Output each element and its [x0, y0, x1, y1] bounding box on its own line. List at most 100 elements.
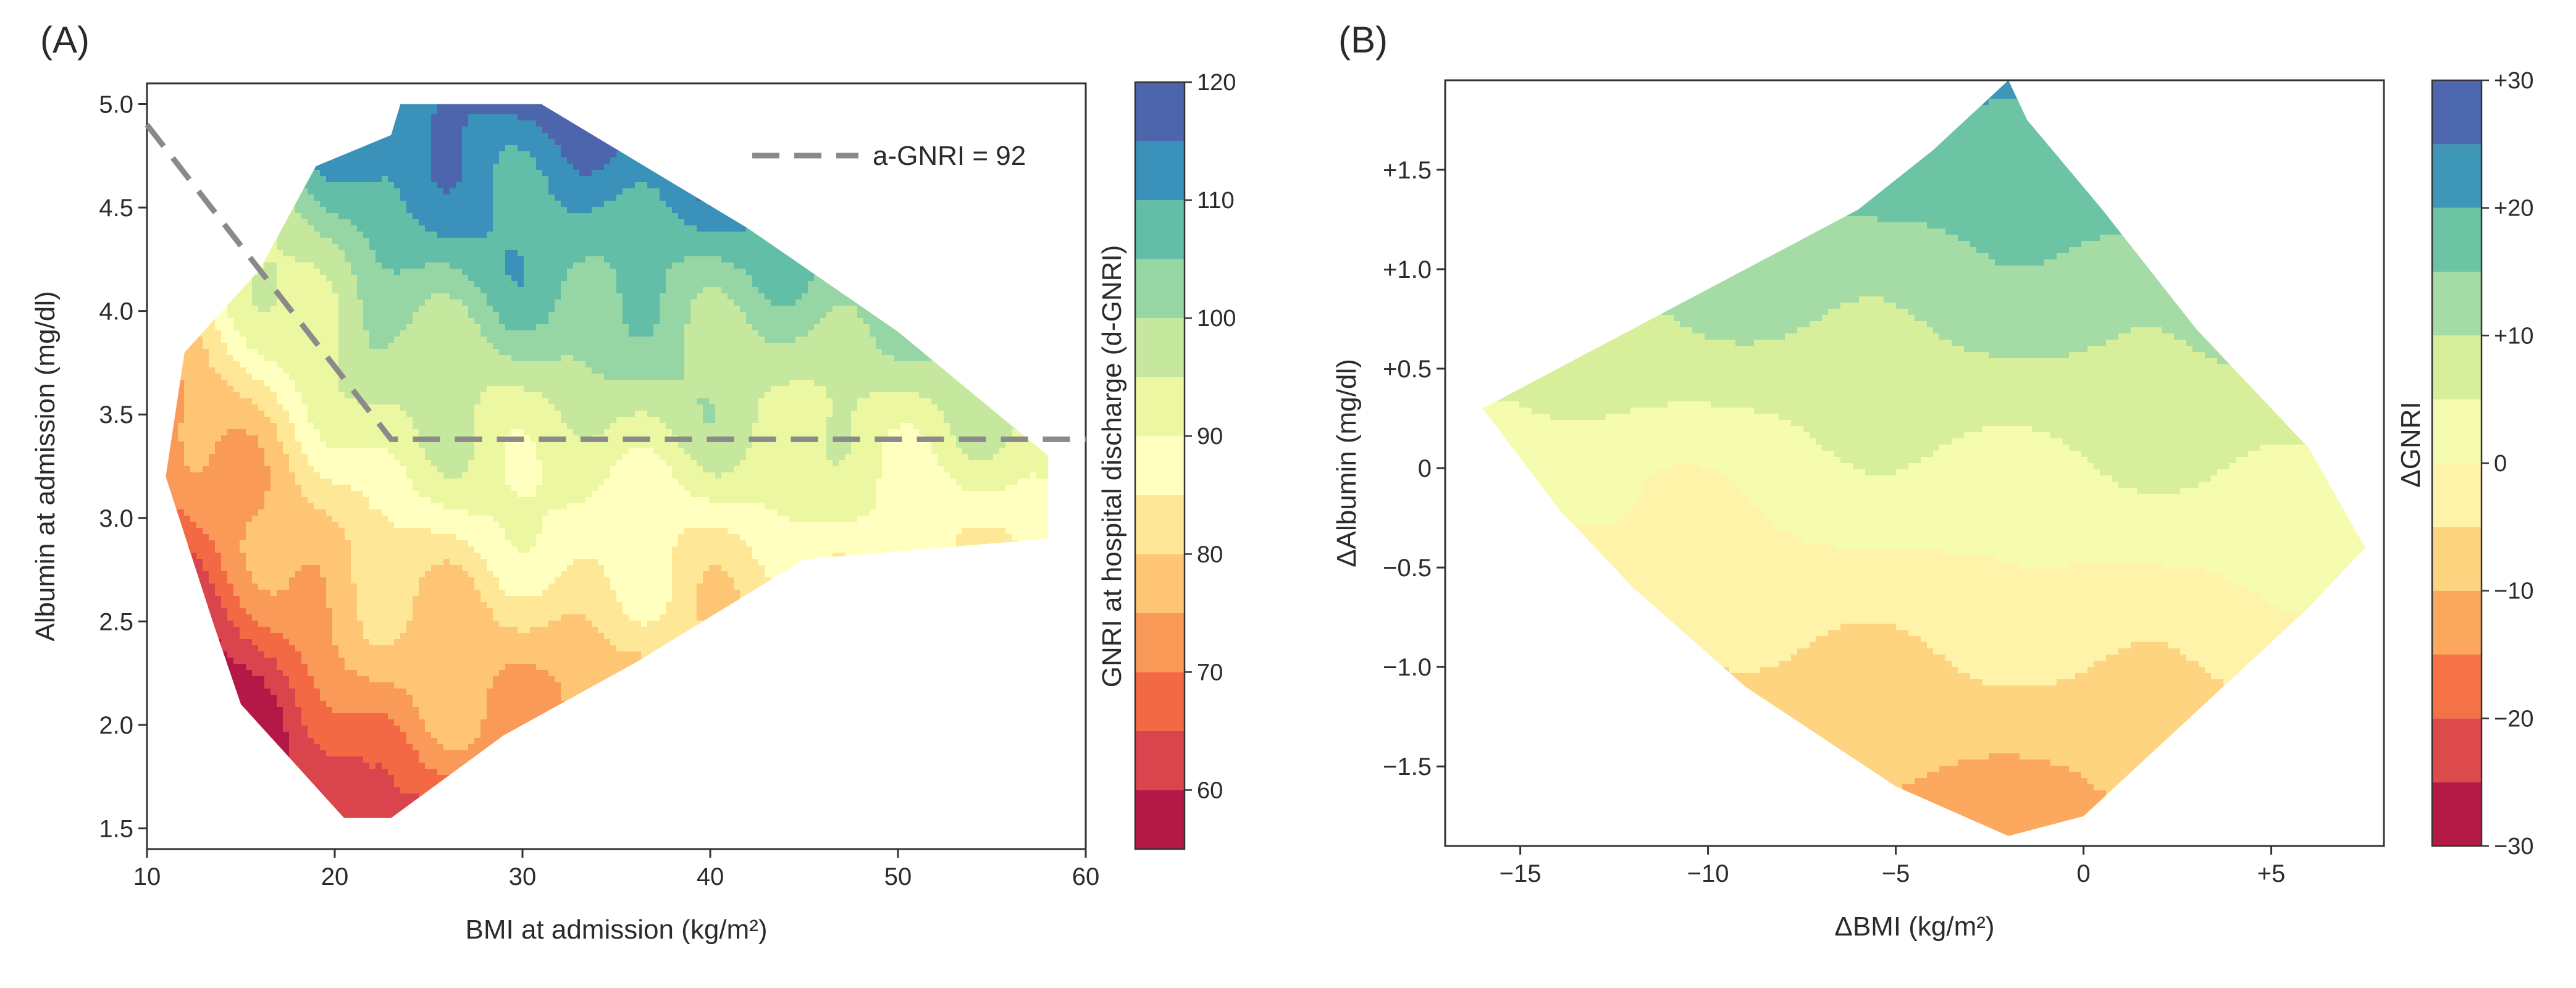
contour-cell	[672, 151, 679, 158]
contour-cell	[283, 127, 290, 133]
contour-cell	[487, 188, 493, 195]
contour-cell	[524, 176, 531, 183]
contour-cell	[493, 250, 500, 257]
contour-cell	[758, 114, 765, 121]
contour-cell	[252, 170, 259, 177]
contour-cell	[1055, 207, 1062, 214]
contour-cell	[585, 281, 592, 288]
contour-cell	[314, 244, 321, 251]
contour-cell	[1055, 108, 1062, 115]
contour-cell	[388, 133, 395, 140]
contour-cell	[431, 133, 438, 140]
contour-cell	[629, 96, 636, 103]
contour-cell	[993, 83, 1000, 90]
contour-cell	[999, 176, 1006, 183]
contour-cell	[413, 238, 419, 245]
contour-cell	[987, 201, 994, 207]
contour-cell	[388, 83, 395, 90]
contour-cell	[332, 250, 339, 257]
contour-cell	[314, 96, 321, 103]
contour-cell	[925, 225, 932, 232]
contour-cell	[425, 238, 432, 245]
contour-cell	[215, 238, 222, 245]
contour-cell	[1067, 238, 1074, 245]
contour-cell	[833, 188, 839, 195]
contour-cell	[721, 170, 728, 177]
contour-cell	[660, 133, 666, 140]
contour-cell	[684, 250, 691, 257]
contour-cell	[264, 256, 271, 263]
contour-cell	[826, 139, 833, 146]
contour-cell	[635, 108, 642, 115]
contour-cell	[555, 151, 561, 158]
contour-cell	[857, 195, 864, 201]
contour-cell	[907, 114, 913, 121]
contour-cell	[178, 182, 185, 189]
contour-cell	[573, 262, 580, 269]
contour-cell	[351, 145, 358, 152]
contour-cell	[1073, 176, 1080, 183]
contour-cell	[190, 275, 197, 282]
contour-cell	[771, 96, 778, 103]
contour-cell	[863, 176, 870, 183]
contour-cell	[388, 225, 395, 232]
contour-cell	[227, 108, 234, 115]
contour-cell	[382, 238, 388, 245]
contour-cell	[789, 120, 796, 127]
contour-cell	[876, 127, 883, 133]
contour-cell	[802, 213, 808, 220]
contour-cell	[845, 213, 852, 220]
contour-cell	[802, 96, 808, 103]
contour-cell	[425, 104, 432, 109]
contour-cell	[876, 133, 883, 140]
contour-cell	[530, 83, 537, 90]
contour-cell	[925, 238, 932, 245]
contour-cell	[375, 275, 382, 282]
contour-cell	[746, 188, 753, 195]
contour-cell	[548, 108, 555, 115]
contour-cell	[505, 157, 512, 164]
contour-cell	[209, 120, 216, 127]
contour-cell	[876, 269, 883, 275]
contour-cell	[1024, 238, 1031, 245]
contour-cell	[252, 275, 259, 282]
contour-cell	[425, 157, 432, 164]
contour-cell	[215, 262, 222, 269]
contour-cell	[1055, 262, 1062, 269]
contour-cell	[289, 232, 296, 238]
contour-cell	[913, 262, 920, 269]
contour-cell	[264, 176, 271, 183]
contour-cell	[468, 90, 475, 96]
contour-cell	[190, 170, 197, 177]
contour-cell	[196, 90, 203, 96]
contour-cell	[1012, 201, 1018, 207]
contour-cell	[338, 238, 345, 245]
contour-cell	[561, 213, 568, 220]
contour-cell	[567, 201, 574, 207]
contour-cell	[499, 83, 506, 90]
contour-cell	[314, 201, 321, 207]
contour-cell	[598, 157, 605, 164]
contour-cell	[845, 127, 852, 133]
contour-cell	[653, 244, 660, 251]
contour-cell	[993, 232, 1000, 238]
contour-cell	[647, 219, 654, 226]
contour-cell	[870, 83, 876, 90]
contour-cell	[363, 170, 370, 177]
contour-cell	[394, 133, 401, 140]
contour-cell	[777, 83, 784, 90]
contour-cell	[425, 207, 432, 214]
contour-cell	[375, 170, 382, 177]
contour-cell	[684, 176, 691, 183]
contour-cell	[1036, 219, 1043, 226]
contour-cell	[579, 244, 586, 251]
contour-cell	[308, 275, 314, 282]
contour-cell	[567, 275, 574, 282]
contour-cell	[400, 250, 407, 257]
contour-cell	[462, 127, 469, 133]
contour-cell	[820, 108, 827, 115]
contour-cell	[505, 275, 512, 282]
contour-cell	[369, 139, 376, 146]
contour-cell	[771, 114, 778, 121]
contour-cell	[289, 244, 296, 251]
